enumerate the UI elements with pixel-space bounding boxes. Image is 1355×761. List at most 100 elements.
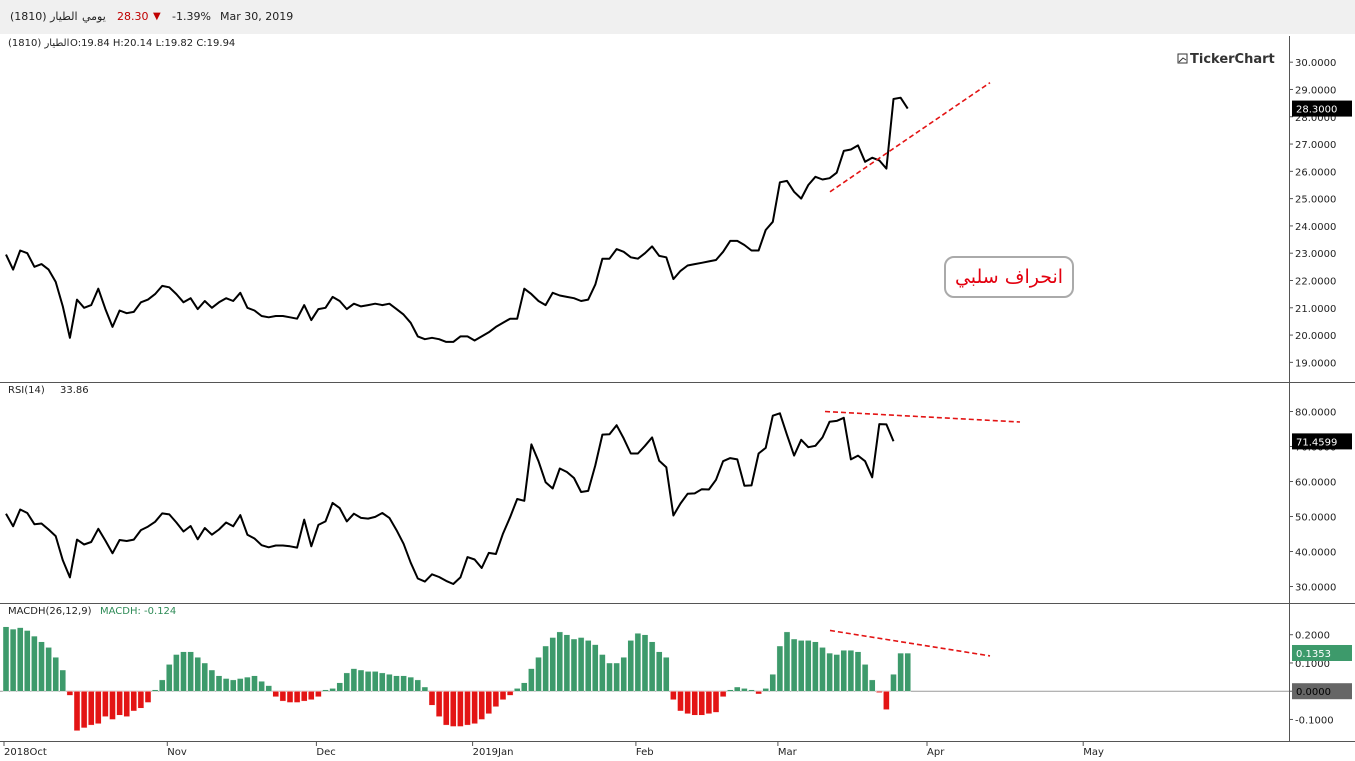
macd-bar — [485, 691, 492, 715]
macd-bar — [769, 674, 776, 692]
macd-bar — [627, 640, 634, 692]
macd-bar — [187, 651, 194, 692]
y-tick-label: 29.0000 — [1295, 85, 1336, 96]
macd-bar — [400, 675, 407, 692]
macd-bar — [244, 676, 251, 692]
period-label[interactable]: يومي — [82, 10, 106, 23]
macd-bar — [450, 691, 457, 727]
macd-bar — [563, 634, 571, 692]
y-tick-label: 28.0000 — [1295, 113, 1336, 124]
last-value-label: 28.3000 — [1296, 105, 1337, 116]
macd-bar — [535, 657, 542, 692]
price-ohlc: O:19.84 H:20.14 L:19.82 C:19.94 — [70, 38, 235, 49]
macd-bar — [904, 652, 911, 692]
macd-bar — [691, 691, 698, 716]
y-tick-label: 25.0000 — [1295, 195, 1336, 206]
last-value-tag — [1292, 644, 1352, 661]
macd-bar — [116, 691, 123, 716]
rsi-title: RSI(14) — [8, 385, 45, 396]
macd-bar — [9, 628, 17, 692]
macd-bar — [102, 691, 109, 717]
last-value-label: 71.4599 — [1296, 437, 1337, 448]
plot-background — [0, 36, 1355, 761]
macd-bar — [286, 691, 294, 703]
y-tick-label: 20.0000 — [1295, 331, 1336, 342]
macd-bar — [194, 657, 201, 692]
macd-bar — [315, 691, 322, 698]
macd-bar — [414, 679, 421, 692]
macd-bar — [790, 638, 798, 692]
chart-area[interactable]: 30.0000 29.0000 28.0000 27.0000 26.0000 25.00… — [0, 34, 1355, 761]
macd-bar — [798, 640, 805, 692]
macd-bar — [805, 640, 812, 692]
macd-bar — [144, 691, 152, 703]
macd-bar — [52, 657, 59, 692]
rsi-trendline — [824, 410, 1021, 423]
macd-bar — [336, 682, 343, 692]
macd-bar — [606, 662, 613, 692]
y-tick-label: 0.2000 — [1295, 631, 1330, 642]
macd-bar — [457, 691, 464, 727]
macd-bar — [492, 691, 500, 707]
header-bar: الطيار (1810) يومي 28.30 ▼ -1.39% Mar 30… — [0, 0, 1355, 34]
symbol-name[interactable]: الطيار (1810) — [10, 10, 78, 23]
macd-bar — [748, 689, 755, 692]
last-value-label: 0.1353 — [1296, 649, 1331, 660]
y-tick-label: 40.0000 — [1295, 548, 1336, 559]
macd-bar — [776, 645, 784, 692]
change-percent: -1.39% — [172, 10, 211, 23]
y-tick-label: 30.0000 — [1295, 583, 1336, 594]
macd-bar — [783, 631, 791, 692]
macd-bar — [528, 668, 535, 692]
macd-bar — [840, 650, 847, 692]
macd-bar — [847, 650, 855, 692]
y-tick-label: 21.0000 — [1295, 304, 1336, 315]
macd-bar — [499, 691, 507, 700]
macd-bar — [123, 691, 130, 717]
macd-bar — [464, 691, 471, 726]
macd-bar — [265, 685, 272, 692]
chart-icon-line — [1178, 57, 1187, 63]
macdh-value: MACDH: -0.124 — [100, 606, 176, 617]
macd-bar — [883, 691, 890, 710]
macd-bar — [222, 678, 230, 692]
macd-bar — [393, 675, 400, 692]
macd-bar — [293, 691, 301, 703]
macd-bar — [95, 691, 102, 724]
macd-bar — [755, 691, 762, 695]
macd-bar — [890, 674, 897, 692]
macd-bar — [577, 637, 585, 692]
macd-bar — [506, 691, 514, 696]
macd-bar — [343, 672, 350, 692]
macd-bar — [17, 627, 24, 692]
macd-bar — [712, 691, 720, 713]
macd-bar — [727, 689, 734, 692]
y-tick-label: 26.0000 — [1295, 167, 1336, 178]
macd-bar — [357, 669, 365, 692]
macd-bar — [87, 691, 95, 726]
macd-bar — [854, 651, 862, 692]
macd-bar — [151, 689, 159, 692]
macd-bar — [350, 668, 358, 692]
macd-bar — [542, 645, 549, 692]
macd-bar — [66, 691, 74, 696]
macd-bar — [45, 647, 52, 692]
macd-bar — [364, 671, 372, 692]
x-tick-label: Feb — [636, 747, 654, 758]
macd-bar — [641, 634, 649, 692]
annotation-callout: انحراف سلبي — [944, 256, 1074, 298]
macd-bar — [158, 679, 166, 692]
rsi-line — [5, 412, 895, 585]
macd-bar — [272, 691, 279, 698]
y-tick-label: 0.1000 — [1295, 659, 1330, 670]
macd-bar — [819, 647, 826, 692]
y-tick-label: 80.0000 — [1295, 408, 1336, 419]
brand-name: TickerChart — [1190, 52, 1275, 67]
macd-bar — [762, 688, 769, 692]
macd-bar — [130, 691, 138, 712]
y-tick-label: 24.0000 — [1295, 222, 1336, 233]
y-tick-label: 19.0000 — [1295, 358, 1336, 369]
macd-bar — [812, 641, 819, 692]
macd-bar — [173, 654, 180, 692]
rsi-value: 33.86 — [60, 385, 89, 396]
